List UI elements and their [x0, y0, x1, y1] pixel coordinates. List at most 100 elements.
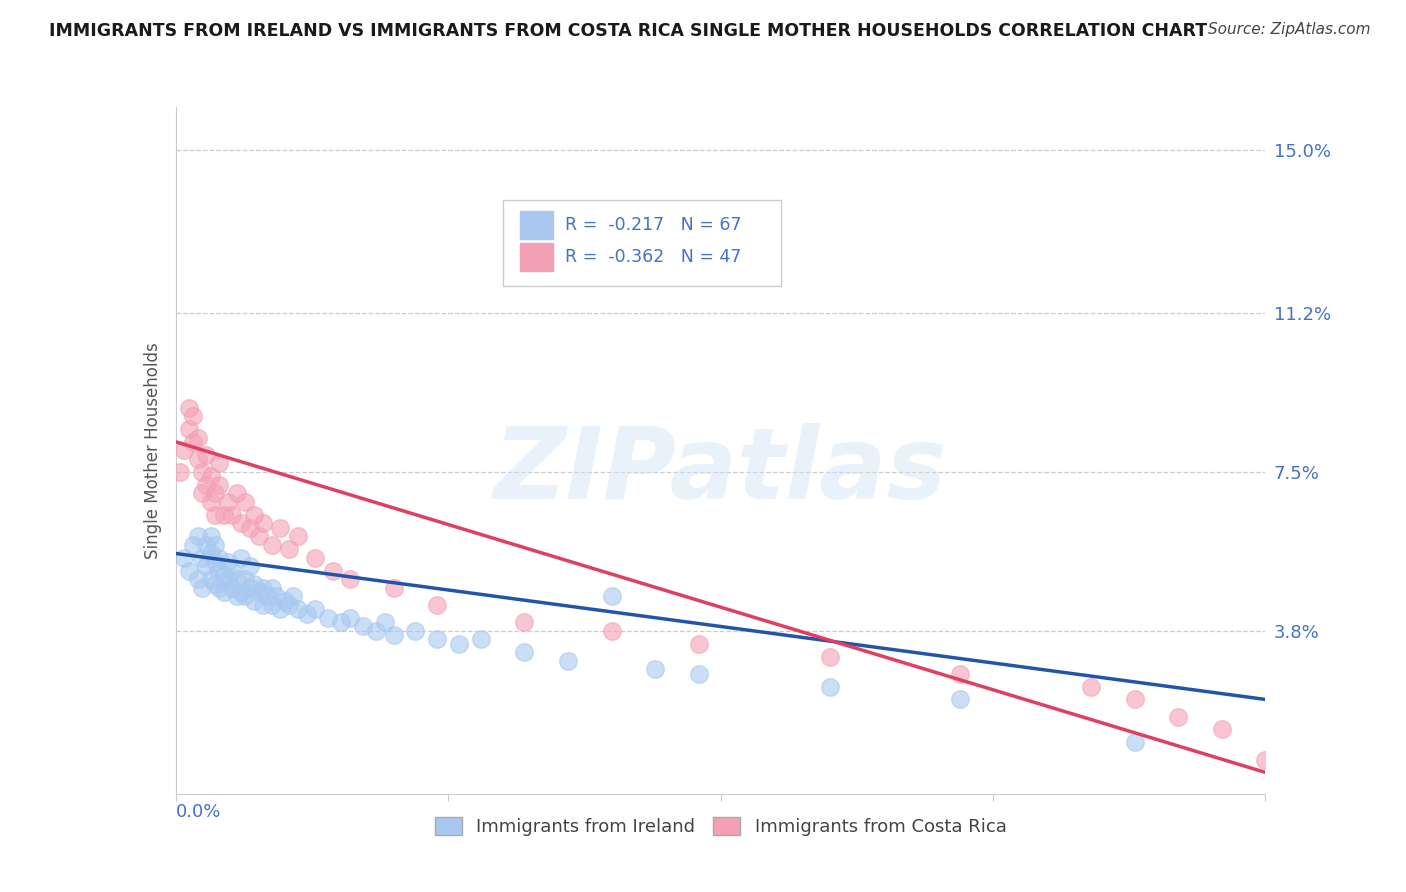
Point: [212, 508, 235, 522]
Point: [949, 666, 972, 681]
Point: [177, 564, 200, 578]
Point: [352, 619, 374, 633]
Point: [252, 581, 274, 595]
Point: [304, 550, 326, 565]
Point: [339, 572, 361, 586]
Point: [204, 508, 226, 522]
Point: [204, 538, 226, 552]
Point: [1123, 735, 1146, 749]
Point: [1254, 753, 1277, 767]
Point: [204, 486, 226, 500]
FancyBboxPatch shape: [520, 211, 553, 239]
Point: [231, 516, 253, 531]
Point: [247, 585, 270, 599]
Point: [269, 602, 291, 616]
Point: [200, 529, 222, 543]
Point: [256, 590, 278, 604]
Point: [173, 443, 195, 458]
Point: [181, 434, 204, 449]
Point: [225, 486, 247, 500]
Point: [177, 422, 200, 436]
Point: [818, 680, 841, 694]
Point: [195, 538, 218, 552]
Point: [208, 550, 231, 565]
Point: [274, 593, 297, 607]
Point: [177, 401, 200, 415]
Point: [304, 602, 326, 616]
Point: [405, 624, 427, 638]
Point: [200, 546, 222, 561]
Point: [231, 550, 253, 565]
Text: ZIPatlas: ZIPatlas: [494, 423, 948, 519]
Point: [208, 456, 231, 470]
Text: 0.0%: 0.0%: [176, 803, 221, 821]
FancyBboxPatch shape: [520, 243, 553, 270]
Point: [195, 559, 218, 574]
Point: [208, 478, 231, 492]
Point: [191, 550, 214, 565]
Point: [239, 581, 262, 595]
Point: [688, 637, 710, 651]
Text: IMMIGRANTS FROM IRELAND VS IMMIGRANTS FROM COSTA RICA SINGLE MOTHER HOUSEHOLDS C: IMMIGRANTS FROM IRELAND VS IMMIGRANTS FR…: [49, 22, 1208, 40]
Point: [269, 521, 291, 535]
Point: [252, 598, 274, 612]
Point: [204, 555, 226, 569]
Point: [208, 581, 231, 595]
Point: [278, 598, 301, 612]
Legend: Immigrants from Ireland, Immigrants from Costa Rica: Immigrants from Ireland, Immigrants from…: [427, 809, 1014, 843]
Y-axis label: Single Mother Households: Single Mother Households: [143, 343, 162, 558]
Point: [243, 593, 266, 607]
Point: [191, 486, 214, 500]
Point: [426, 598, 449, 612]
Point: [382, 581, 405, 595]
Point: [239, 559, 262, 574]
Point: [186, 572, 209, 586]
Point: [169, 465, 191, 479]
Text: R =  -0.362   N = 47: R = -0.362 N = 47: [565, 248, 741, 266]
Point: [191, 465, 214, 479]
Point: [322, 564, 344, 578]
Point: [264, 590, 287, 604]
Text: Source: ZipAtlas.com: Source: ZipAtlas.com: [1208, 22, 1371, 37]
Text: R =  -0.217   N = 67: R = -0.217 N = 67: [565, 216, 741, 235]
Point: [243, 508, 266, 522]
Point: [195, 478, 218, 492]
Point: [1080, 680, 1102, 694]
Point: [247, 529, 270, 543]
Point: [235, 590, 257, 604]
Point: [600, 590, 623, 604]
Point: [426, 632, 449, 647]
Point: [195, 448, 218, 462]
Point: [470, 632, 492, 647]
Point: [818, 649, 841, 664]
Point: [217, 572, 239, 586]
Point: [252, 516, 274, 531]
Point: [374, 615, 396, 630]
Point: [330, 615, 353, 630]
Point: [225, 590, 247, 604]
Point: [366, 624, 388, 638]
Point: [260, 581, 283, 595]
Point: [186, 452, 209, 467]
Point: [339, 611, 361, 625]
Point: [513, 615, 536, 630]
Point: [1167, 709, 1189, 723]
Point: [225, 572, 247, 586]
Point: [186, 529, 209, 543]
FancyBboxPatch shape: [503, 200, 780, 285]
Point: [221, 581, 243, 595]
Point: [212, 568, 235, 582]
Point: [200, 572, 222, 586]
Point: [1123, 692, 1146, 706]
Point: [200, 495, 222, 509]
Point: [688, 666, 710, 681]
Point: [243, 576, 266, 591]
Point: [600, 624, 623, 638]
Point: [1211, 723, 1233, 737]
Point: [204, 576, 226, 591]
Point: [283, 590, 305, 604]
Point: [260, 538, 283, 552]
Point: [235, 495, 257, 509]
Point: [235, 572, 257, 586]
Point: [212, 585, 235, 599]
